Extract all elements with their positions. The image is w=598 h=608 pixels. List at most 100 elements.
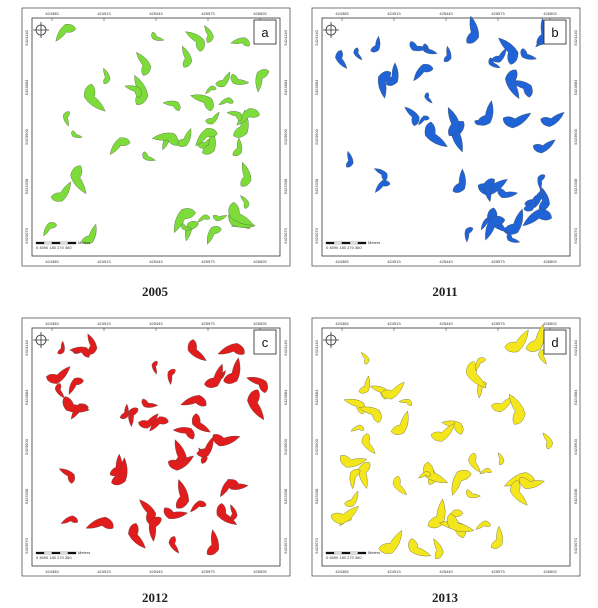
water-patch — [151, 132, 179, 146]
x-tick-label: 426503 — [253, 259, 267, 264]
water-patch — [190, 500, 207, 513]
water-patch — [182, 45, 193, 68]
water-patch — [232, 137, 243, 157]
y-tick-label: 5423600 — [24, 128, 29, 144]
water-patch — [422, 43, 438, 55]
water-patch — [476, 100, 494, 126]
y-tick-label: 5423338 — [314, 488, 319, 504]
water-patch — [542, 432, 553, 450]
water-patch — [520, 48, 537, 60]
water-patch — [335, 50, 348, 69]
water-patch — [43, 222, 58, 237]
water-patch — [538, 349, 547, 365]
water-patch — [55, 24, 76, 42]
water-patch — [427, 498, 446, 529]
y-tick-label: 5423600 — [314, 438, 319, 454]
water-patch — [128, 407, 139, 428]
scale-ticks: 0 4590 180 270 360 — [326, 555, 362, 560]
y-tick-label: 5423884 — [24, 389, 29, 405]
water-patch — [433, 538, 444, 559]
water-patch — [506, 232, 521, 243]
water-patch — [505, 69, 520, 99]
water-patch — [483, 178, 495, 203]
water-patch — [109, 453, 123, 477]
y-tick-label: 5424140 — [24, 339, 29, 355]
water-patch — [466, 361, 487, 389]
water-patch — [339, 455, 368, 468]
x-tick-label: 426503 — [543, 11, 557, 16]
x-tick-label: 426503 — [543, 321, 557, 326]
water-patch — [190, 94, 214, 112]
water-patch — [503, 208, 524, 235]
water-patch — [226, 111, 243, 121]
water-patch — [109, 137, 131, 155]
water-patch — [532, 139, 556, 154]
map-panel: 424383 424383 424913 424913 425443 425443 4259… — [311, 7, 581, 299]
y-tick-label: 5423884 — [314, 389, 319, 405]
x-tick-label: 424383 — [45, 259, 59, 264]
water-patch — [475, 357, 486, 371]
water-patch — [330, 505, 359, 525]
water-patch — [353, 47, 363, 61]
water-patch — [87, 333, 98, 355]
water-patch — [218, 97, 234, 105]
x-tick-label: 426503 — [253, 569, 267, 574]
water-patch — [111, 457, 128, 486]
water-patch — [398, 399, 412, 406]
year-label: 2013 — [432, 590, 459, 605]
y-tick-label: 5423338 — [283, 178, 288, 194]
scale-bar — [35, 241, 45, 245]
water-patch — [479, 467, 492, 475]
water-patch — [381, 381, 405, 400]
scale-bar — [59, 551, 69, 555]
y-tick-label: 5423338 — [283, 488, 288, 504]
water-patch — [220, 479, 239, 498]
x-tick-label: 424913 — [97, 321, 111, 326]
water-patch — [488, 57, 501, 68]
scale-bar — [35, 551, 45, 555]
water-patch — [151, 361, 158, 375]
water-patch — [424, 92, 433, 104]
water-patch — [46, 366, 71, 384]
scale-bar — [349, 241, 359, 245]
scale-bar — [349, 551, 359, 555]
water-patch — [361, 433, 376, 454]
water-patch — [409, 41, 428, 52]
water-patch — [180, 395, 207, 407]
water-patch — [485, 215, 506, 241]
water-patch — [196, 436, 214, 458]
water-patch — [413, 63, 434, 82]
water-patch — [475, 520, 491, 530]
y-tick-label: 5423600 — [24, 438, 29, 454]
x-tick-label: 425973 — [201, 321, 215, 326]
water-patch — [346, 150, 354, 168]
north-arrow — [33, 22, 49, 38]
x-tick-label: 425973 — [201, 11, 215, 16]
water-patch — [136, 52, 152, 76]
x-tick-label: 425443 — [149, 259, 163, 264]
water-patch — [418, 115, 430, 126]
water-patch — [223, 357, 241, 384]
x-tick-label: 426503 — [253, 11, 267, 16]
water-patch — [509, 393, 526, 425]
water-patch — [423, 461, 448, 483]
panel-label-box — [543, 329, 567, 355]
water-patch — [197, 214, 210, 223]
water-patch — [491, 396, 514, 412]
water-patch — [358, 462, 371, 489]
map-panel: 424383 424383 424913 424913 425443 425443 4259… — [311, 317, 581, 605]
water-patch — [167, 368, 176, 385]
water-patch — [163, 507, 188, 519]
water-patch — [466, 15, 479, 44]
scale-bar — [43, 551, 53, 555]
water-patch — [230, 74, 250, 85]
water-patch — [50, 181, 71, 202]
water-patch — [464, 227, 474, 243]
water-patch — [84, 83, 106, 112]
x-tick-label: 425443 — [149, 11, 163, 16]
x-tick-label: 425973 — [201, 569, 215, 574]
x-tick-label: 424913 — [97, 259, 111, 264]
x-tick-label: 425443 — [149, 321, 163, 326]
water-patch — [142, 151, 156, 161]
water-patch — [358, 375, 371, 394]
